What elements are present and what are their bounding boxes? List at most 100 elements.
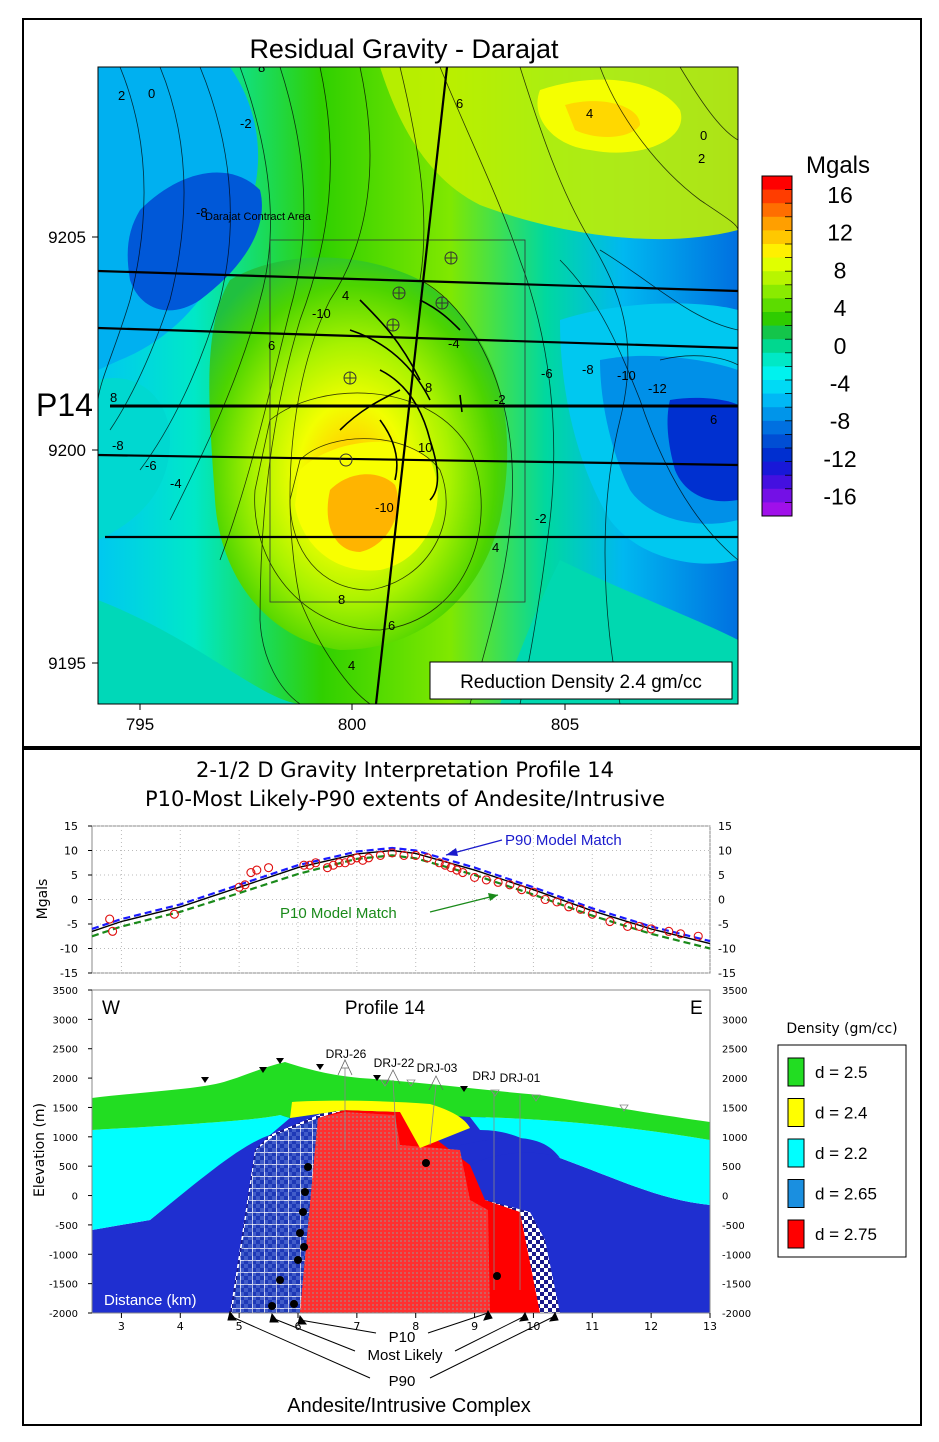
elev-ytick-left: -1000: [49, 1250, 78, 1261]
observed-point: [446, 863, 456, 873]
p90-label: P90 Model Match: [505, 832, 622, 849]
extent-arrows: [227, 1309, 559, 1379]
legend-label: d = 2.75: [815, 1225, 877, 1244]
elev-ytick-right: 2500: [722, 1045, 747, 1056]
observed-point: [434, 858, 444, 868]
density-legend: d = 2.5 d = 2.4 d = 2.2 d = 2.65 d = 2.75: [787, 1057, 877, 1249]
legend-label: d = 2.5: [815, 1063, 867, 1082]
colorbar-swatch: [762, 244, 792, 259]
contour-label: 2: [118, 88, 125, 103]
section-xtick: 11: [585, 1320, 599, 1333]
observed-point: [676, 929, 686, 939]
elev-ytick-left: 1500: [53, 1103, 78, 1114]
observed-point: [458, 867, 468, 878]
layer-green-2-5: [92, 1062, 710, 1140]
colorbar-label: -8: [830, 408, 850, 434]
map-ytick: 9205: [48, 228, 86, 247]
map-xtick: 800: [338, 715, 366, 734]
profile-title-1: 2-1/2 D Gravity Interpretation Profile 1…: [196, 758, 614, 782]
observed-point: [587, 909, 597, 919]
well-label: DRJ-26: [326, 1047, 367, 1061]
elev-ytick-right: 1500: [722, 1103, 747, 1114]
legend-swatch: [787, 1057, 805, 1087]
elev-ytick-right: 3500: [722, 986, 747, 997]
gravity-ytick-right: -5: [718, 918, 729, 931]
observed-point: [364, 853, 374, 863]
colorbar-swatch: [762, 352, 792, 367]
colorbar-swatch: [762, 189, 792, 204]
east-label: E: [690, 998, 703, 1019]
p10-arrowhead: [488, 893, 498, 901]
colorbar-swatch: [762, 488, 792, 503]
gravity-ytick-right: 15: [718, 820, 732, 833]
colorbar-swatch: [762, 461, 792, 476]
colorbar-swatch: [762, 434, 792, 449]
map-frame: [97, 66, 739, 705]
contour-label: -6: [541, 366, 553, 381]
observed-point: [105, 914, 115, 924]
observed-point: [240, 880, 250, 890]
contour-label: -6: [145, 458, 157, 473]
observed-point: [440, 860, 450, 870]
elevation-y-ticks: 3500 3500 3000 3000 2500 2500 2000 2000 1500 1500…: [49, 986, 751, 1320]
gravity-ytick-left: -5: [67, 918, 78, 931]
well-label: DRJ-03: [417, 1061, 458, 1075]
colorbar-label: -16: [823, 484, 856, 510]
map-xtick: 795: [126, 715, 154, 734]
contour-label: 2: [698, 151, 705, 166]
colorbar-label: -12: [823, 446, 856, 472]
contour-label: -8: [196, 205, 208, 220]
gravity-ytick-right: 5: [718, 869, 725, 882]
gravity-y-ticks: 15 15 10 10 5 5 0 0 -5 -5 -10 -10 -15 -15: [60, 820, 736, 980]
p90-arrowhead: [446, 848, 458, 856]
observed-point: [634, 921, 644, 932]
elev-ytick-left: -2000: [49, 1309, 78, 1320]
cross-section: [92, 990, 710, 1313]
elev-ytick-left: 3500: [53, 986, 78, 997]
observed-point: [552, 897, 562, 907]
legend-swatch: [787, 1098, 805, 1127]
density-legend-title: Density (gm/cc): [786, 1021, 897, 1037]
contour-label: 6: [388, 618, 395, 633]
reduction-note: Reduction Density 2.4 gm/cc: [460, 672, 702, 693]
gravity-ytick-left: 5: [71, 869, 78, 882]
well-label: DRJ-01: [500, 1071, 541, 1085]
west-label: W: [102, 998, 120, 1019]
contour-label: 6: [268, 338, 275, 353]
well-label: DRJ: [472, 1069, 495, 1083]
observed-point: [387, 848, 397, 858]
p10-extent: [300, 1112, 490, 1313]
colorbar-swatch: [762, 176, 792, 191]
colorbar-swatch: [762, 257, 792, 272]
elev-ytick-left: 2000: [53, 1074, 78, 1085]
series-line-p90: [91, 846, 711, 943]
section-xtick: 3: [118, 1320, 125, 1333]
observed-point: [305, 860, 315, 870]
colorbar-swatch: [762, 230, 792, 245]
map-axes: 9205 9200 9195 795 800 805: [48, 228, 579, 734]
p10-arrow: [429, 894, 499, 913]
p90-extent-label: P90: [389, 1373, 416, 1390]
colorbar-swatch: [762, 366, 792, 381]
colorbar-swatch: [762, 312, 792, 327]
contour-label: 10: [418, 440, 432, 455]
section-x-ticks: 345678910111213: [118, 1313, 717, 1333]
gravity-ytick-left: 15: [64, 820, 78, 833]
section-xtick: 4: [177, 1320, 184, 1333]
series-line-most-likely: [91, 849, 711, 945]
colorbar-swatch: [762, 380, 792, 395]
well-labels: DRJ-26 DRJ-22 DRJ-03 DRJ DRJ-01: [326, 1047, 541, 1085]
elev-ytick-right: 1000: [722, 1133, 747, 1144]
colorbar-swatch: [762, 298, 792, 313]
legend-swatch: [787, 1219, 805, 1249]
contour-label: 6: [456, 96, 463, 111]
contour-label: 4: [586, 106, 593, 121]
map-ytick: 9200: [48, 441, 86, 460]
elev-ytick-left: 0: [72, 1192, 78, 1203]
observed-point: [346, 855, 356, 865]
p10-extent-label: P10: [389, 1329, 416, 1346]
elevation-ylabel: Elevation (m): [32, 1103, 48, 1197]
gravity-ytick-right: -10: [718, 943, 736, 956]
contract-area-label: Darajat Contract Area: [205, 211, 312, 223]
section-xtick: 9: [471, 1320, 478, 1333]
